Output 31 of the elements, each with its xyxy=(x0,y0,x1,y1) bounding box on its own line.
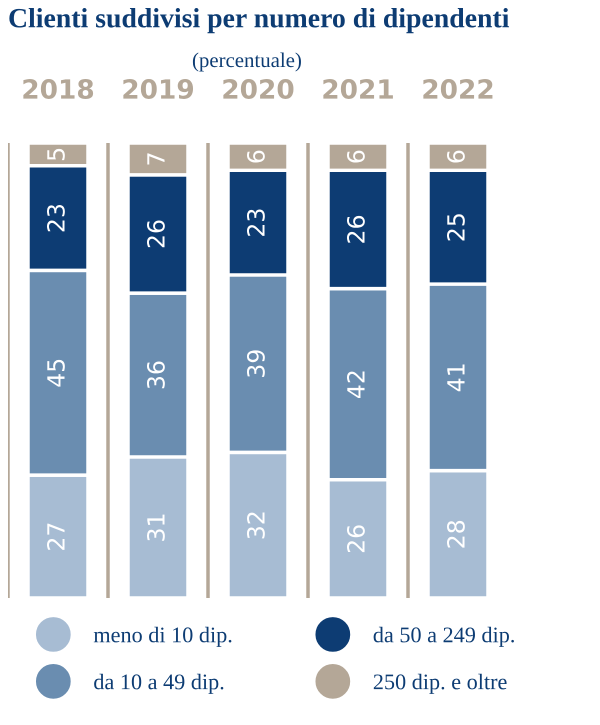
data-label: 6 xyxy=(346,150,365,163)
x-tick-label: 2022 xyxy=(423,79,492,99)
data-label: 23 xyxy=(46,204,65,232)
data-label: 26 xyxy=(346,525,365,552)
data-label: 28 xyxy=(446,520,465,548)
data-label: 39 xyxy=(246,350,265,377)
x-tick-label: 2020 xyxy=(223,79,294,99)
data-label: 32 xyxy=(246,512,265,538)
chart-title: Clienti suddivisi per numero di dipendenti xyxy=(9,8,510,34)
data-label: 5 xyxy=(47,148,65,160)
data-label: 42 xyxy=(346,371,365,398)
x-tick-label: 2018 xyxy=(23,79,94,99)
chart-subtitle: (percentuale) xyxy=(192,52,301,72)
data-label: 41 xyxy=(447,364,465,392)
data-label: 25 xyxy=(446,214,465,240)
data-label: 36 xyxy=(146,362,165,388)
legend-label: da 10 a 49 dip. xyxy=(94,674,224,694)
legend-label: meno di 10 dip. xyxy=(94,626,232,647)
data-label: 26 xyxy=(146,220,165,248)
data-label: 45 xyxy=(47,360,65,387)
x-tick-label: 2021 xyxy=(323,79,393,99)
data-label: 7 xyxy=(147,153,165,164)
data-label: 23 xyxy=(246,209,265,236)
data-label: 6 xyxy=(446,150,465,163)
data-label: 27 xyxy=(46,524,65,550)
data-label: 6 xyxy=(246,150,265,163)
data-label: 31 xyxy=(146,514,165,541)
legend-label: 250 dip. e oltre xyxy=(374,674,507,694)
data-label: 26 xyxy=(346,216,365,243)
x-tick-label: 2019 xyxy=(123,79,194,99)
legend-label: da 50 a 249 dip. xyxy=(374,626,514,647)
